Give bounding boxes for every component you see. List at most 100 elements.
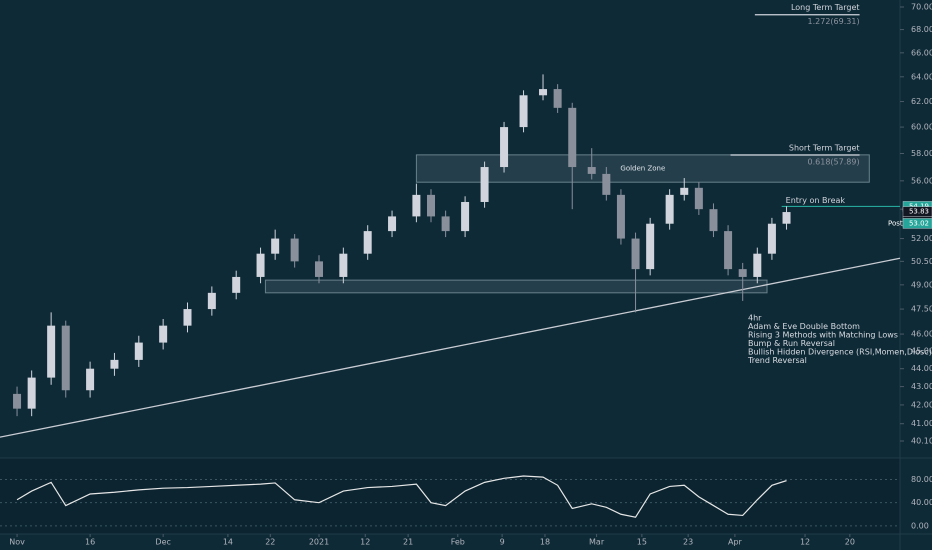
price-tag-label: 53.02 <box>909 219 929 227</box>
candle-body <box>782 212 791 224</box>
zone <box>264 279 768 294</box>
candle-body <box>159 325 168 343</box>
candle-body <box>724 231 733 270</box>
x-tick-label: 12 <box>800 538 810 547</box>
y-tick-label: 50.50 <box>911 257 932 266</box>
y-tick-label: 44.00 <box>911 364 932 373</box>
x-tick-label: Apr <box>728 538 743 547</box>
indicator-tick-label: 80.00 <box>911 475 932 484</box>
note: Bump & Run Reversal <box>748 339 835 348</box>
candle-body <box>256 253 265 277</box>
target-name: Long Term Target <box>791 3 860 12</box>
y-tick-label: 62.00 <box>911 97 932 106</box>
x-tick-label: Dec <box>155 538 170 547</box>
candle-body <box>680 187 689 195</box>
y-tick-label: 46.00 <box>911 330 932 339</box>
y-tick-label: 52.00 <box>911 234 932 243</box>
x-tick-label: 21 <box>403 538 413 547</box>
candle-body <box>602 173 611 195</box>
x-tick-label: Nov <box>9 538 25 547</box>
candle-body <box>314 261 323 277</box>
candle-body <box>553 89 562 108</box>
candle-body <box>767 223 776 254</box>
x-tick-label: 23 <box>683 538 693 547</box>
candle-body <box>461 201 470 232</box>
candle-body <box>61 325 70 391</box>
zone-label: Golden Zone <box>620 165 665 173</box>
x-tick-label: 9 <box>500 538 505 547</box>
candle-body <box>86 368 95 391</box>
note: Bullish Hidden Divergence (RSI,Momen,Dio… <box>748 348 932 357</box>
note: Adam & Eve Double Bottom <box>748 322 860 331</box>
candle-body <box>339 253 348 277</box>
candle-body <box>271 238 280 254</box>
candle-body <box>738 269 747 277</box>
x-tick-label: 2021 <box>309 538 329 547</box>
y-tick-label: 64.00 <box>911 72 932 81</box>
indicator-tick-label: 0.00 <box>911 521 929 530</box>
candle-body <box>27 377 36 409</box>
y-tick-label: 60.00 <box>911 123 932 132</box>
note: 4hr <box>748 314 762 323</box>
target-name: Short Term Target <box>789 143 860 152</box>
price-tag-label: 53.83 <box>909 208 929 216</box>
y-tick-label: 40.10 <box>911 437 932 446</box>
trendline <box>0 257 901 438</box>
candle-body <box>134 342 143 360</box>
y-tick-label: 56.00 <box>911 176 932 185</box>
y-tick-label: 41.00 <box>911 419 932 428</box>
note: Trend Reversal <box>747 356 807 365</box>
x-tick-label: 20 <box>845 538 855 547</box>
y-tick-label: 66.00 <box>911 48 932 57</box>
x-tick-label: 18 <box>540 538 550 547</box>
x-tick-label: Feb <box>451 538 465 547</box>
candle-body <box>709 209 718 232</box>
y-tick-label: 42.00 <box>911 400 932 409</box>
candle-body <box>665 194 674 224</box>
candle-body <box>388 216 397 232</box>
x-tick-label: 22 <box>265 538 275 547</box>
x-tick-label: 14 <box>223 538 233 547</box>
y-tick-label: 47.50 <box>911 305 932 314</box>
target-label: 0.618(57.89) <box>808 157 860 166</box>
y-tick-label: 68.00 <box>911 25 932 34</box>
y-tick-label: 45.00 <box>911 347 932 356</box>
price-tag-name: Post <box>888 219 903 227</box>
candle-body <box>427 194 436 217</box>
candle-body <box>207 292 216 310</box>
x-tick-label: Mar <box>589 538 605 547</box>
candle-body <box>539 89 548 96</box>
x-tick-label: 15 <box>637 538 647 547</box>
candle-body <box>47 325 56 378</box>
target-label: 1.272(69.31) <box>808 17 860 26</box>
candle-body <box>363 231 372 254</box>
x-tick-label: 16 <box>85 538 95 547</box>
x-tick-label: 12 <box>360 538 370 547</box>
price-tag <box>902 218 932 229</box>
candle-body <box>753 253 762 277</box>
y-tick-label: 49.00 <box>911 280 932 289</box>
y-tick-label: 70.00 <box>911 3 932 12</box>
candle-body <box>646 223 655 270</box>
candle-body <box>13 393 22 409</box>
indicator-tick-label: 40.00 <box>911 498 932 507</box>
indicator-line <box>16 475 787 518</box>
candle-body <box>568 107 577 168</box>
candle-body <box>412 194 421 217</box>
candle-body <box>232 276 241 293</box>
candle-body <box>500 127 509 168</box>
candle-body <box>519 95 528 128</box>
candle-body <box>110 359 119 369</box>
candle-body <box>183 309 192 326</box>
candle-body <box>480 167 489 202</box>
note: Rising 3 Methods with Matching Lows <box>748 331 898 340</box>
entry-name: Entry on Break <box>786 196 846 205</box>
candle-body <box>631 238 640 270</box>
candle-body <box>616 194 625 239</box>
candle-body <box>587 167 596 174</box>
y-tick-label: 43.00 <box>911 382 932 391</box>
zone <box>415 154 870 183</box>
candle-body <box>290 238 299 262</box>
candle-body <box>441 216 450 232</box>
y-tick-label: 58.00 <box>911 149 932 158</box>
